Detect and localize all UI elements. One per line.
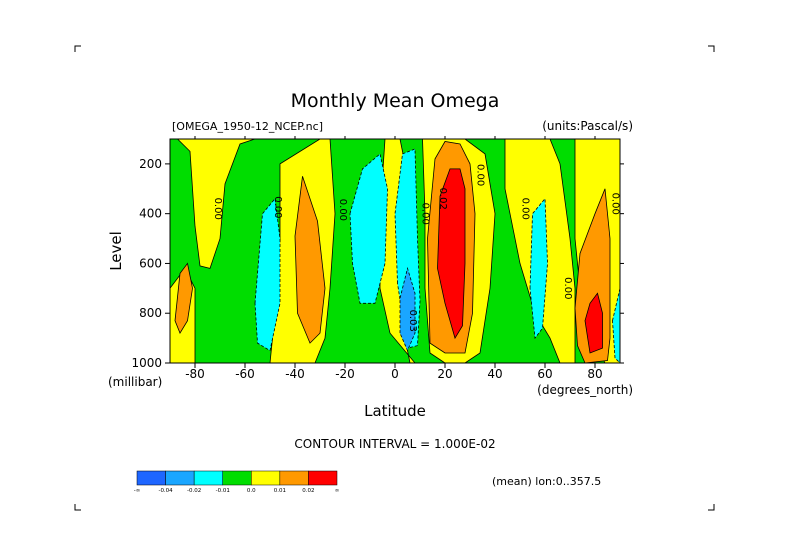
contour-label-0: 0.00 bbox=[212, 198, 223, 220]
colorbar-label-1: -0.04 bbox=[158, 488, 173, 494]
y-tick-label-2: 600 bbox=[139, 256, 162, 270]
x-axis-label: Latitude bbox=[364, 402, 426, 420]
contour-region-8 bbox=[437, 168, 466, 340]
corner-mark-top-left bbox=[74, 45, 81, 52]
colorbar-label-7: ∞ bbox=[335, 488, 340, 494]
contour-label-5: 0.02 bbox=[437, 188, 448, 210]
subtitle-right: (units:Pascal/s) bbox=[542, 119, 633, 133]
y-units-label: (millibar) bbox=[108, 375, 162, 389]
colorbar-swatch-3 bbox=[222, 470, 252, 486]
contour-label-9: 0.00 bbox=[610, 193, 621, 215]
contour-label-7: 0.00 bbox=[520, 198, 531, 220]
contour-region-4 bbox=[294, 176, 326, 344]
mean-lon-note: (mean) lon:0..357.5 bbox=[492, 475, 601, 488]
contour-label-2: 0.00 bbox=[337, 199, 348, 221]
x-tick-label-6: 40 bbox=[487, 367, 502, 381]
contour-region-2 bbox=[174, 262, 193, 334]
colorbar-label-2: -0.02 bbox=[187, 488, 201, 494]
x-tick-label-8: 80 bbox=[587, 367, 602, 381]
x-tick-label-1: -60 bbox=[235, 367, 255, 381]
contour-region-14 bbox=[349, 153, 388, 304]
x-axis: -80 -60 -40 -20 0 20 40 60 80 bbox=[185, 136, 603, 381]
x-tick-label-3: -20 bbox=[335, 367, 355, 381]
colorbar-label-3: -0.01 bbox=[216, 488, 230, 494]
plot-area bbox=[170, 139, 620, 363]
y-axis: 200 400 600 800 1000 bbox=[131, 157, 624, 370]
colorbar-label-0: -∞ bbox=[134, 488, 141, 494]
contour-interval-text: CONTOUR INTERVAL = 1.000E-02 bbox=[294, 437, 495, 451]
subtitle-left: [OMEGA_1950-12_NCEP.nc] bbox=[172, 120, 323, 133]
colorbar-label-6: 0.02 bbox=[302, 488, 314, 494]
colorbar-swatch-2 bbox=[193, 470, 223, 486]
colorbar-swatch-1 bbox=[165, 470, 195, 486]
contour-region-12 bbox=[584, 292, 603, 354]
x-tick-label-7: 60 bbox=[537, 367, 552, 381]
y-axis-label: Level bbox=[107, 231, 125, 271]
contour-label-1: 0.00 bbox=[272, 196, 283, 218]
contour-labels: 0.00 0.00 0.00 0.03 0.00 0.02 0.00 0.00 0.00 0.00 bbox=[212, 164, 621, 332]
x-units-label: (degrees_north) bbox=[537, 383, 633, 397]
y-tick-label-0: 200 bbox=[139, 157, 162, 171]
contour-label-4: 0.00 bbox=[420, 203, 431, 225]
colorbar-label-4: 0.0 bbox=[247, 488, 256, 494]
contour-region-17 bbox=[529, 197, 548, 340]
corner-mark-top-right bbox=[708, 45, 715, 52]
y-tick-label-3: 800 bbox=[139, 306, 162, 320]
x-tick-label-5: 20 bbox=[437, 367, 452, 381]
contour-label-8: 0.00 bbox=[562, 277, 573, 299]
x-tick-label-4: 0 bbox=[391, 367, 399, 381]
y-tick-label-4: 1000 bbox=[131, 356, 162, 370]
corner-mark-bottom-right bbox=[708, 504, 715, 511]
colorbar-swatch-0 bbox=[136, 470, 166, 486]
contour-region-18 bbox=[612, 288, 620, 363]
colorbar: -∞ -0.04 -0.02 -0.01 0.0 0.01 0.02 ∞ bbox=[134, 470, 340, 494]
colorbar-swatch-5 bbox=[279, 470, 309, 486]
contour-region-16 bbox=[399, 266, 416, 352]
contour-region-13 bbox=[254, 197, 281, 352]
colorbar-swatch-6 bbox=[308, 470, 338, 486]
x-tick-label-0: -80 bbox=[185, 367, 205, 381]
contour-region-0 bbox=[170, 139, 256, 269]
colorbar-label-5: 0.01 bbox=[274, 488, 286, 494]
corner-mark-bottom-left bbox=[74, 504, 81, 511]
colorbar-swatch-4 bbox=[251, 470, 281, 486]
y-tick-label-1: 400 bbox=[139, 207, 162, 221]
chart-title: Monthly Mean Omega bbox=[291, 90, 500, 112]
contour-label-3: 0.03 bbox=[407, 310, 418, 332]
x-tick-label-2: -40 bbox=[285, 367, 305, 381]
contour-label-6: 0.00 bbox=[475, 164, 486, 186]
